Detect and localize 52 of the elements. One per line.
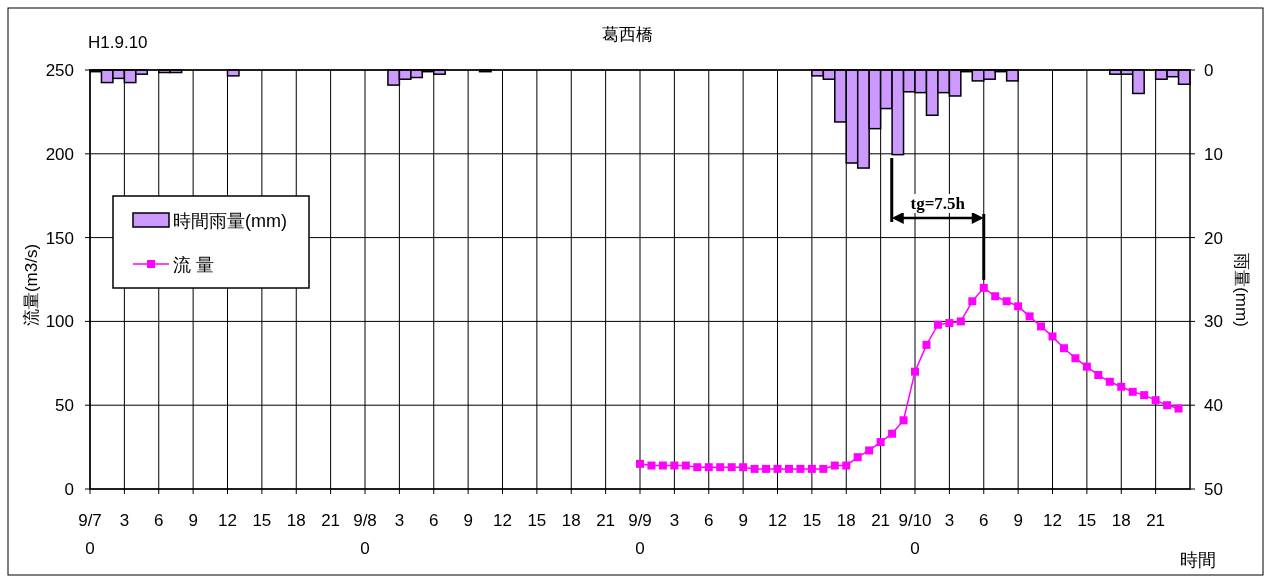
x-tick-label: 12 bbox=[493, 511, 512, 530]
x-tick-label: 3 bbox=[669, 511, 680, 530]
x-tick-label: 21 bbox=[596, 511, 616, 530]
y2-tick-label: 40 bbox=[1204, 396, 1223, 416]
chart-subtitle: H1.9.10 bbox=[88, 33, 148, 52]
x-tick-label: 12 bbox=[1043, 511, 1062, 530]
y-tick-label: 200 bbox=[45, 144, 74, 164]
y2-tick-label: 10 bbox=[1204, 144, 1223, 164]
x-tick-label: 6 bbox=[154, 511, 164, 530]
x-tick-label: 9 bbox=[1013, 511, 1023, 530]
legend-label: 流 量 bbox=[173, 255, 215, 275]
y-tick-label: 100 bbox=[45, 312, 74, 332]
x-tick-label: 6 bbox=[429, 511, 439, 530]
x-tick-label: 18 bbox=[1111, 511, 1131, 530]
y-axis-title: 流量(m3/s) bbox=[22, 243, 41, 327]
x-tick-label: 21 bbox=[871, 511, 891, 530]
x-tick-label: 9/9 0 bbox=[628, 511, 652, 558]
x-tick-label: 21 bbox=[1146, 511, 1166, 530]
x-tick-label: 9 bbox=[188, 511, 198, 530]
y-tick-label: 0 bbox=[64, 480, 74, 499]
x-tick-label: 3 bbox=[119, 511, 130, 530]
legend-label: 時間雨量(mm) bbox=[173, 211, 287, 231]
y2-axis-title: 雨量(mm) bbox=[1232, 253, 1251, 327]
y-tick-label: 250 bbox=[45, 61, 74, 80]
chart-title: 葛西橋 bbox=[601, 25, 653, 44]
y-tick-label: 50 bbox=[55, 396, 74, 416]
x-tick-label: 15 bbox=[802, 511, 822, 530]
x-tick-label: 18 bbox=[561, 511, 581, 530]
x-tick-label: 18 bbox=[286, 511, 306, 530]
y2-tick-label: 0 bbox=[1204, 61, 1214, 80]
y2-tick-label: 30 bbox=[1204, 312, 1223, 332]
x-tick-label: 9/8 0 bbox=[353, 511, 377, 558]
x-tick-label: 3 bbox=[394, 511, 405, 530]
x-tick-label: 12 bbox=[768, 511, 787, 530]
y-tick-label: 150 bbox=[45, 228, 74, 248]
x-tick-label: 6 bbox=[704, 511, 714, 530]
x-tick-label: 21 bbox=[321, 511, 341, 530]
x-tick-label: 12 bbox=[218, 511, 237, 530]
x-tick-label: 9 bbox=[463, 511, 473, 530]
y2-tick-label: 50 bbox=[1204, 480, 1223, 499]
x-tick-label: 3 bbox=[944, 511, 955, 530]
x-tick-label: 9/10 0 bbox=[898, 511, 932, 558]
x-tick-label: 15 bbox=[527, 511, 547, 530]
x-tick-label: 18 bbox=[836, 511, 856, 530]
y2-tick-label: 20 bbox=[1204, 228, 1223, 248]
x-tick-label: 9 bbox=[738, 511, 748, 530]
x-axis-title: 時間 bbox=[1180, 550, 1216, 570]
x-tick-label: 15 bbox=[1077, 511, 1097, 530]
x-tick-label: 6 bbox=[979, 511, 989, 530]
x-tick-label: 15 bbox=[252, 511, 272, 530]
x-tick-label: 9/7 0 bbox=[78, 511, 102, 558]
annotation: tg=7.5h bbox=[910, 194, 966, 213]
